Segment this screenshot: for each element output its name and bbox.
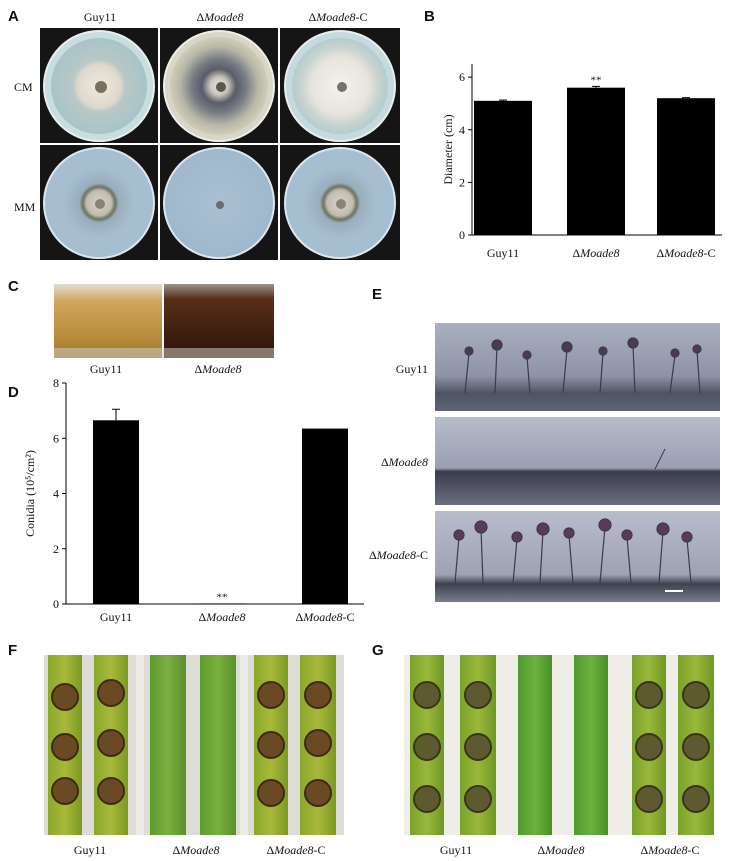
y-tick-label: 0	[53, 597, 59, 611]
y-tick-label: 6	[459, 70, 465, 84]
panel-e-row-3: ΔMoade8-C	[368, 548, 428, 562]
panel-d-xtick-1: Guy11	[99, 610, 133, 624]
panel-a-col-3: ΔMoade8-C	[308, 10, 368, 24]
panel-f-caption-3: ΔMoade8-C	[266, 843, 326, 857]
panel-g-leaves	[404, 655, 714, 835]
panel-a-col-2: ΔMoade8	[196, 10, 244, 24]
panel-a-col-1: Guy11	[83, 10, 117, 24]
panel-label-b: B	[424, 8, 435, 25]
panel-a-row-mm: MM	[14, 200, 36, 214]
y-tick-label: 0	[459, 228, 465, 242]
bar-2	[199, 603, 245, 604]
y-tick-label: 2	[459, 175, 465, 189]
panel-g-caption-1: Guy11	[439, 843, 473, 857]
y-tick-label: 6	[53, 431, 59, 445]
panel-label-f: F	[8, 642, 18, 659]
y-tick-label: 4	[53, 487, 59, 501]
panel-label-e: E	[372, 286, 383, 303]
panel-a-row-cm: CM	[14, 80, 33, 94]
panel-f-caption-1: Guy11	[73, 843, 107, 857]
significance-label-2: **	[217, 591, 228, 603]
panel-e-row-2: ΔMoade8	[380, 455, 428, 469]
panel-label-d: D	[8, 384, 19, 401]
panel-c-flasks	[54, 284, 274, 358]
bar-3	[657, 98, 715, 235]
y-axis-label: Conidia (10⁵/cm²)	[23, 450, 37, 537]
y-tick-label: 8	[53, 376, 59, 390]
panel-label-g: G	[372, 642, 384, 659]
panel-b-xtick-1: Guy11	[486, 246, 520, 260]
panel-a-plates	[40, 28, 400, 260]
panel-e-row-1: Guy11	[395, 362, 428, 376]
panel-d-xtick-3: ΔMoade8-C	[295, 610, 355, 624]
panel-f-leaves	[44, 655, 344, 835]
bar-1	[93, 420, 139, 604]
panel-b-xtick-3: ΔMoade8-C	[656, 246, 716, 260]
bar-3	[302, 428, 348, 604]
panel-b-xtick-2: ΔMoade8	[572, 246, 620, 260]
bar-2	[567, 87, 625, 235]
significance-label-2: **	[591, 74, 602, 86]
panel-d-xtick-2: ΔMoade8	[198, 610, 246, 624]
panel-g-caption-2: ΔMoade8	[537, 843, 585, 857]
y-tick-label: 4	[459, 123, 465, 137]
panel-c-caption-2: ΔMoade8	[194, 362, 242, 376]
panel-f-caption-2: ΔMoade8	[172, 843, 220, 857]
panel-g-caption-3: ΔMoade8-C	[640, 843, 700, 857]
panel-e-micrographs	[435, 323, 720, 602]
panel-label-c: C	[8, 278, 19, 295]
panel-label-a: A	[8, 8, 19, 25]
bar-1	[474, 100, 532, 235]
y-tick-label: 2	[53, 542, 59, 556]
y-axis-label: Diameter (cm)	[441, 114, 455, 184]
panel-c-caption-1: Guy11	[89, 362, 123, 376]
